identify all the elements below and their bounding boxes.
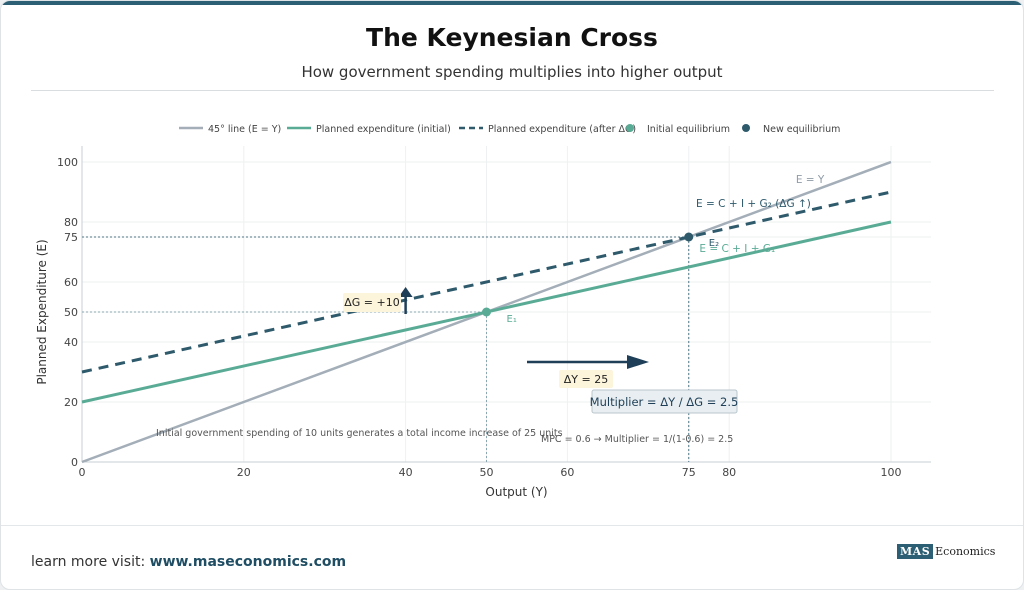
footer-link[interactable]: www.maseconomics.com	[149, 554, 347, 570]
point-label-e1: E₁	[507, 314, 517, 325]
delta-g-arrow-head	[398, 287, 413, 297]
x-tick-label: 0	[79, 466, 86, 479]
legend-label-3: Planned expenditure (after ΔG)	[488, 124, 636, 135]
x-tick-label: 40	[399, 466, 413, 479]
legend-point-1	[626, 124, 634, 132]
chart-subtitle: How government spending multiplies into …	[301, 63, 723, 81]
x-tick-label: 50	[480, 466, 494, 479]
y-tick-label: 80	[64, 216, 78, 229]
x-tick-label: 20	[237, 466, 251, 479]
y-tick-label: 40	[64, 336, 78, 349]
x-tick-label: 100	[881, 466, 902, 479]
multiplier-box	[591, 389, 738, 414]
point-label-e2: E₂	[709, 238, 719, 249]
legend-label-1: 45° line (E = Y)	[208, 124, 281, 135]
equilibrium-point-2	[684, 232, 694, 242]
accent-bar	[1, 1, 1023, 5]
footer-divider	[1, 525, 1023, 526]
legend-label-2: Planned expenditure (initial)	[316, 124, 451, 135]
y-axis-label: Planned Expenditure (E)	[35, 239, 49, 384]
y-tick-label: 60	[64, 276, 78, 289]
delta-g-label: ΔG = +10	[344, 296, 399, 309]
keynesian-cross-chart: 0 20 40 50 60 75 80 100 0 20 40 50 60 75 80 100 Output (…	[35, 124, 931, 499]
y-tick-label: 75	[64, 231, 78, 244]
line-label-1: E = Y	[796, 174, 825, 186]
y-tick-label: 50	[64, 306, 78, 319]
header-divider	[31, 90, 994, 91]
brand-mas: MAS	[897, 543, 934, 559]
line-label-2: E = C + I + G₂ (ΔG ↑)	[696, 198, 811, 210]
equilibrium-point-1	[482, 307, 491, 317]
income-note: Initial government spending of 10 units …	[156, 428, 563, 439]
y-tick-label: 0	[71, 456, 78, 469]
multiplier-label: Multiplier = ΔY / ΔG = 2.5	[590, 395, 739, 409]
brand-economics: Economics	[935, 544, 996, 558]
mpc-note: MPC = 0.6 → Multiplier = 1/(1-0.6) = 2.5	[541, 434, 733, 445]
x-tick-label: 60	[560, 466, 574, 479]
legend-point-2	[742, 124, 750, 132]
footer-prefix: learn more visit:	[31, 554, 146, 570]
x-axis-label: Output (Y)	[485, 485, 547, 499]
delta-g-label-bg	[343, 293, 401, 312]
x-tick-label: 80	[722, 466, 736, 479]
x-tick-label: 75	[682, 466, 696, 479]
y-tick-label: 20	[64, 396, 78, 409]
line-label-3: E = C + I + G₁	[699, 243, 775, 255]
delta-y-label-bg	[559, 370, 613, 388]
footer: learn more visit: www.maseconomics.com	[31, 554, 346, 570]
legend-point-label-1: Initial equilibrium	[647, 124, 730, 135]
series-line-3	[81, 190, 892, 374]
delta-y-label: ΔY = 25	[564, 373, 608, 386]
brand-logo: MAS Economics	[897, 543, 995, 559]
y-tick-label: 100	[57, 156, 78, 169]
chart-title: The Keynesian Cross	[366, 23, 658, 52]
legend-point-label-2: New equilibrium	[763, 124, 840, 135]
delta-y-arrow-head	[627, 355, 649, 369]
